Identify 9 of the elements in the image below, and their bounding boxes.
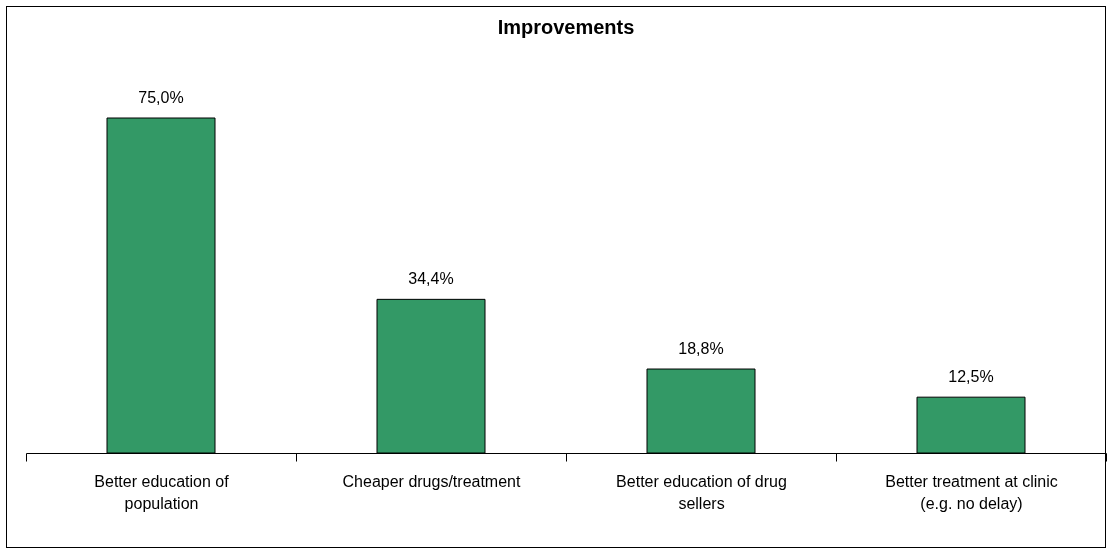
x-tick-label: Cheaper drugs/treatment bbox=[342, 472, 521, 490]
x-tick-label: Better education of population bbox=[94, 472, 230, 512]
data-label: 18,8% bbox=[678, 340, 724, 358]
x-tick-label: Better education of drug sellers bbox=[616, 472, 787, 512]
chart-title: Improvements bbox=[497, 16, 635, 38]
x-tick-label: Better treatment at clinic (e.g. no delay) bbox=[885, 472, 1058, 512]
data-label: 34,4% bbox=[408, 270, 454, 288]
data-label: 12,5% bbox=[948, 368, 994, 386]
data-label: 75,0% bbox=[138, 89, 184, 106]
